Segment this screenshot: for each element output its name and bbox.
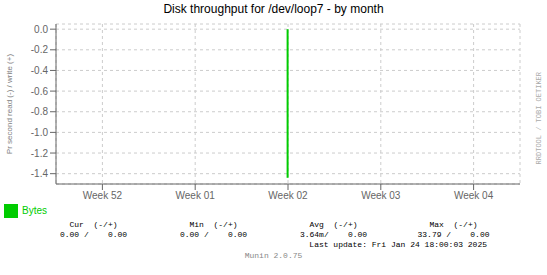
svg-text:-1.0: -1.0	[31, 127, 49, 138]
svg-text:-1.4: -1.4	[31, 168, 49, 179]
html-text:33.79 / 0.00: 33.79 / 0.00	[417, 230, 490, 239]
html-text:Munin 2.0.75: Munin 2.0.75	[244, 251, 303, 260]
html-text:Bytes: Bytes	[22, 204, 47, 216]
svg-text:Week 03: Week 03	[361, 190, 401, 201]
html-text:Avg (-/+): Avg (-/+)	[309, 220, 358, 229]
html-text:3.64m/ 0.00: 3.64m/ 0.00	[299, 230, 368, 239]
html-text:Min (-/+): Min (-/+)	[189, 220, 238, 229]
html-text:Max (-/+): Max (-/+)	[429, 220, 478, 229]
svg-text:Week 52: Week 52	[83, 190, 123, 201]
svg-text:0.0: 0.0	[34, 24, 48, 35]
svg-text:Pr second read (-) / write (+): Pr second read (-) / write (+)	[8, 54, 14, 155]
svg-text:-0.6: -0.6	[31, 86, 49, 97]
svg-text:Week 02: Week 02	[268, 190, 308, 201]
html-text:Disk throughput for /dev/loop7: Disk throughput for /dev/loop7 - by mont…	[163, 2, 384, 16]
svg-text:Week 04: Week 04	[454, 190, 494, 201]
html-text:0.00 / 0.00: 0.00 / 0.00	[59, 230, 128, 239]
html-text:Cur (-/+): Cur (-/+)	[69, 220, 118, 229]
svg-text:-1.2: -1.2	[31, 148, 49, 159]
svg-text:-0.4: -0.4	[31, 65, 49, 76]
html-text:Last update: Fri Jan 24 18:00:: Last update: Fri Jan 24 18:00:03 2025	[309, 240, 487, 249]
svg-text:-0.2: -0.2	[31, 44, 49, 55]
svg-text:Week 01: Week 01	[176, 190, 216, 201]
svg-text:-0.8: -0.8	[31, 106, 49, 117]
html-text:RRDTOOL / TOBI OETIKER: RRDTOOL / TOBI OETIKER	[534, 71, 543, 165]
html-text:0.00 / 0.00: 0.00 / 0.00	[179, 230, 248, 239]
